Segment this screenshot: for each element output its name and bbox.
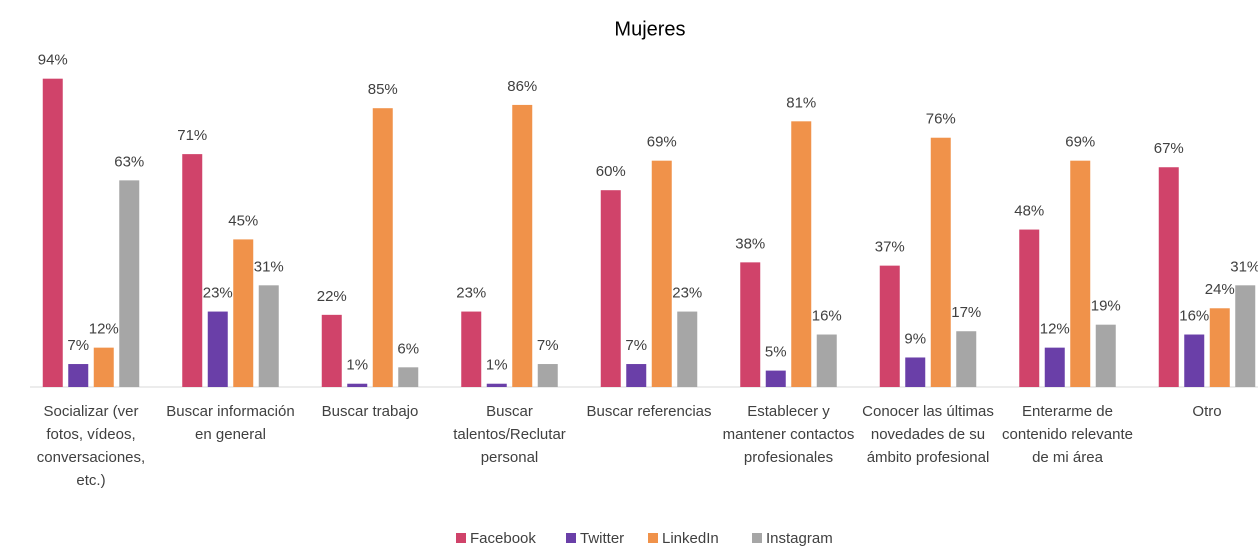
bar [119, 180, 140, 387]
bar [68, 364, 89, 387]
bar [956, 331, 977, 387]
value-label: 63% [114, 153, 144, 170]
bar [1158, 167, 1179, 387]
bar [651, 160, 672, 387]
bar [347, 383, 368, 387]
value-label: 31% [254, 258, 284, 275]
bar [1095, 324, 1116, 387]
category-label: Buscar referencias [586, 403, 712, 420]
value-label: 69% [1065, 134, 1095, 151]
value-label: 12% [1040, 321, 1070, 338]
bar [1209, 308, 1230, 387]
value-label: 23% [672, 285, 702, 302]
value-label: 7% [537, 337, 559, 354]
category-label: Conocer las últimas novedades de su ámbi… [862, 403, 994, 466]
legend-swatch [566, 533, 576, 543]
bar [1070, 160, 1091, 387]
bar [486, 383, 507, 387]
value-label: 69% [647, 134, 677, 151]
chart-title: Mujeres [614, 18, 685, 40]
value-label: 23% [203, 285, 233, 302]
value-label: 71% [177, 127, 207, 144]
value-label: 22% [317, 288, 347, 305]
bar [791, 121, 812, 387]
category-label: Otro [1192, 403, 1222, 420]
bar [1184, 334, 1205, 387]
value-label: 45% [228, 212, 258, 229]
value-label: 16% [1179, 307, 1209, 324]
bar [626, 364, 647, 387]
bar [398, 367, 419, 387]
bar [905, 357, 926, 387]
bar [537, 364, 558, 387]
legend-label: Facebook [470, 530, 536, 546]
value-label: 24% [1205, 281, 1235, 298]
bar [93, 347, 114, 387]
value-label: 86% [507, 78, 537, 95]
bar [816, 334, 837, 387]
value-label: 85% [368, 81, 398, 98]
value-label: 7% [625, 337, 647, 354]
bar [600, 190, 621, 387]
value-label: 38% [735, 235, 765, 252]
value-label: 9% [904, 330, 926, 347]
bar [321, 314, 342, 387]
category-label: Establecer y mantener contactos profesio… [722, 403, 855, 466]
legend-label: Instagram [766, 530, 833, 546]
value-label: 76% [926, 111, 956, 128]
bar [182, 154, 203, 387]
value-label: 1% [346, 357, 368, 374]
value-label: 16% [812, 307, 842, 324]
value-label: 19% [1091, 298, 1121, 315]
bar [1235, 285, 1256, 387]
bar [512, 104, 533, 388]
value-label: 31% [1230, 258, 1258, 275]
value-label: 48% [1014, 203, 1044, 220]
value-label: 5% [765, 344, 787, 361]
legend-swatch [752, 533, 762, 543]
value-label: 23% [456, 285, 486, 302]
value-label: 6% [397, 340, 419, 357]
bar [233, 239, 254, 387]
value-label: 60% [596, 163, 626, 180]
bar [1019, 229, 1040, 387]
legend-label: LinkedIn [662, 530, 719, 546]
bar [207, 311, 228, 387]
value-label: 37% [875, 239, 905, 256]
bar [740, 262, 761, 387]
bar [42, 78, 63, 388]
value-label: 1% [486, 357, 508, 374]
value-label: 7% [67, 337, 89, 354]
value-label: 17% [951, 304, 981, 321]
legend-label: Twitter [580, 530, 624, 546]
category-label: Buscar talentos/Reclutar personal [453, 403, 566, 466]
category-label: Buscar trabajo [321, 403, 419, 420]
bar [879, 265, 900, 387]
bar [677, 311, 698, 387]
category-label: Socializar (ver fotos, vídeos, conversac… [36, 403, 146, 489]
bar [461, 311, 482, 387]
category-label: Buscar información en general [166, 403, 295, 443]
value-label: 67% [1154, 140, 1184, 157]
bar [765, 370, 786, 387]
bar [1044, 347, 1065, 387]
bar [930, 137, 951, 387]
bar [258, 285, 279, 387]
value-label: 94% [38, 52, 68, 69]
bar [372, 108, 393, 387]
legend-swatch [456, 533, 466, 543]
value-label: 12% [89, 321, 119, 338]
value-label: 81% [786, 94, 816, 111]
legend-swatch [648, 533, 658, 543]
category-label: Enterarme de contenido relevante de mi á… [1002, 403, 1133, 466]
